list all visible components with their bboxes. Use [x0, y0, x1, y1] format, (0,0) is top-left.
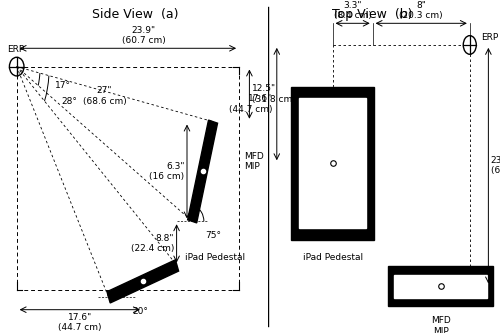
Bar	[388, 266, 493, 306]
Text: MFD
MIP: MFD MIP	[431, 316, 450, 333]
Text: 12.5"
(31.8 cm): 12.5" (31.8 cm)	[252, 85, 296, 104]
Text: 3.3"
(8.4 cm): 3.3" (8.4 cm)	[334, 1, 372, 20]
Text: 8.8"
(22.4 cm): 8.8" (22.4 cm)	[130, 234, 174, 253]
Text: iPad Pedestal: iPad Pedestal	[302, 253, 362, 262]
Text: 17.6"
(44.7 cm): 17.6" (44.7 cm)	[58, 313, 102, 332]
Text: 17.6"
(44.7 cm): 17.6" (44.7 cm)	[228, 94, 272, 114]
Text: 23.9"
(60.7 cm): 23.9" (60.7 cm)	[490, 156, 500, 175]
Text: 17°: 17°	[55, 81, 71, 90]
Text: ERP: ERP	[7, 45, 24, 54]
Text: 23.9"
(60.7 cm): 23.9" (60.7 cm)	[122, 26, 166, 45]
Text: ERP: ERP	[481, 33, 498, 42]
Text: 28°: 28°	[62, 97, 78, 106]
Text: iPad Pedestal: iPad Pedestal	[185, 253, 245, 262]
Text: 20°: 20°	[132, 307, 148, 316]
Text: 75°: 75°	[205, 231, 221, 240]
Bar	[394, 275, 487, 298]
Text: Top View  (b): Top View (b)	[332, 8, 412, 21]
Text: MFD
MIP: MFD MIP	[244, 152, 264, 171]
Text: 27"
(68.6 cm): 27" (68.6 cm)	[82, 86, 126, 106]
Text: 6.3"
(16 cm): 6.3" (16 cm)	[150, 162, 184, 181]
Polygon shape	[107, 260, 178, 303]
Bar	[299, 98, 366, 228]
Polygon shape	[188, 120, 218, 223]
Bar	[291, 87, 374, 240]
Text: Side View  (a): Side View (a)	[92, 8, 178, 21]
Text: 8"
(20.3 cm): 8" (20.3 cm)	[400, 1, 443, 20]
